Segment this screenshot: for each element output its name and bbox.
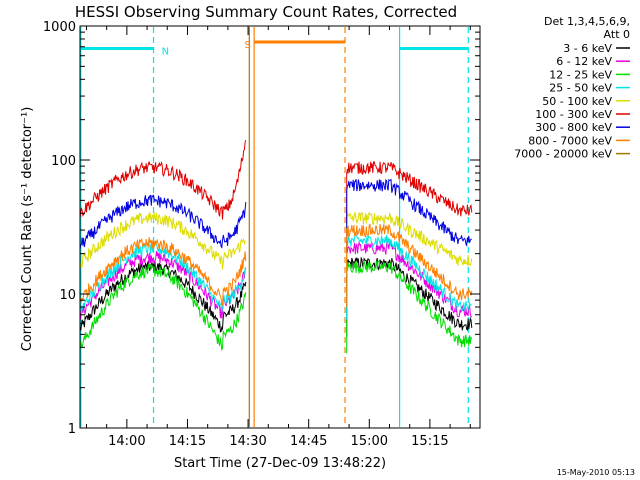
series-pre-7: [79, 237, 247, 307]
footer-timestamp: 15-May-2010 05:13: [557, 468, 635, 477]
series-pre-6: [79, 194, 247, 249]
legend-label-7: 800 - 7000 keV: [528, 134, 612, 147]
legend-label-1: 6 - 12 keV: [556, 55, 612, 68]
x-tick-label-0: 14:00: [108, 434, 145, 449]
x-tick-label-1: 14:15: [169, 434, 206, 449]
y-axis-label: Corrected Count Rate (s⁻¹ detector⁻¹): [20, 107, 35, 352]
legend-label-8: 7000 - 20000 keV: [514, 148, 612, 161]
series-post-2: [346, 260, 473, 354]
interval-label-2: S: [245, 40, 251, 51]
y-tick-label-3: 1000: [43, 20, 76, 35]
legend-header-line-2: Att 0: [604, 28, 630, 41]
legend-label-3: 25 - 50 keV: [549, 82, 612, 95]
interval-label-1: N: [162, 46, 169, 57]
legend-header-line-1: Det 1,3,4,5,6,9,: [544, 15, 630, 28]
y-tick-label-1: 10: [59, 288, 76, 303]
y-tick-label-0: 1: [68, 422, 76, 437]
x-tick-label-2: 14:30: [229, 434, 266, 449]
series-post-5: [346, 161, 473, 224]
x-tick-label-4: 15:00: [351, 434, 388, 449]
x-tick-label-3: 14:45: [290, 434, 327, 449]
data-layer: NS: [79, 27, 473, 427]
y-tick-label-2: 100: [51, 154, 76, 169]
chart-title: HESSI Observing Summary Count Rates, Cor…: [75, 3, 457, 21]
series-pre-3: [79, 240, 247, 314]
series-post-6: [346, 178, 472, 254]
series-pre-0: [79, 260, 247, 333]
x-axis-label: Start Time (27-Dec-09 13:48:22): [174, 456, 386, 471]
series-pre-4: [79, 211, 246, 270]
legend-label-4: 50 - 100 keV: [542, 95, 612, 108]
series-post-7: [346, 223, 473, 307]
x-tick-label-5: 15:15: [411, 434, 448, 449]
legend-label-0: 3 - 6 keV: [563, 42, 612, 55]
plot-frame: [79, 25, 481, 429]
series-pre-5: [79, 139, 247, 220]
series-pre-2: [79, 263, 247, 352]
series-post-4: [346, 211, 473, 273]
axis-layer: 1 10 100 1000 14:00 14:15 14:30 14:45 15:00 15:15: [43, 20, 480, 449]
series-post-3: [346, 233, 472, 320]
legend-label-6: 300 - 800 keV: [535, 121, 612, 134]
legend-label-5: 100 - 300 keV: [535, 108, 612, 121]
legend-label-2: 12 - 25 keV: [549, 68, 612, 81]
